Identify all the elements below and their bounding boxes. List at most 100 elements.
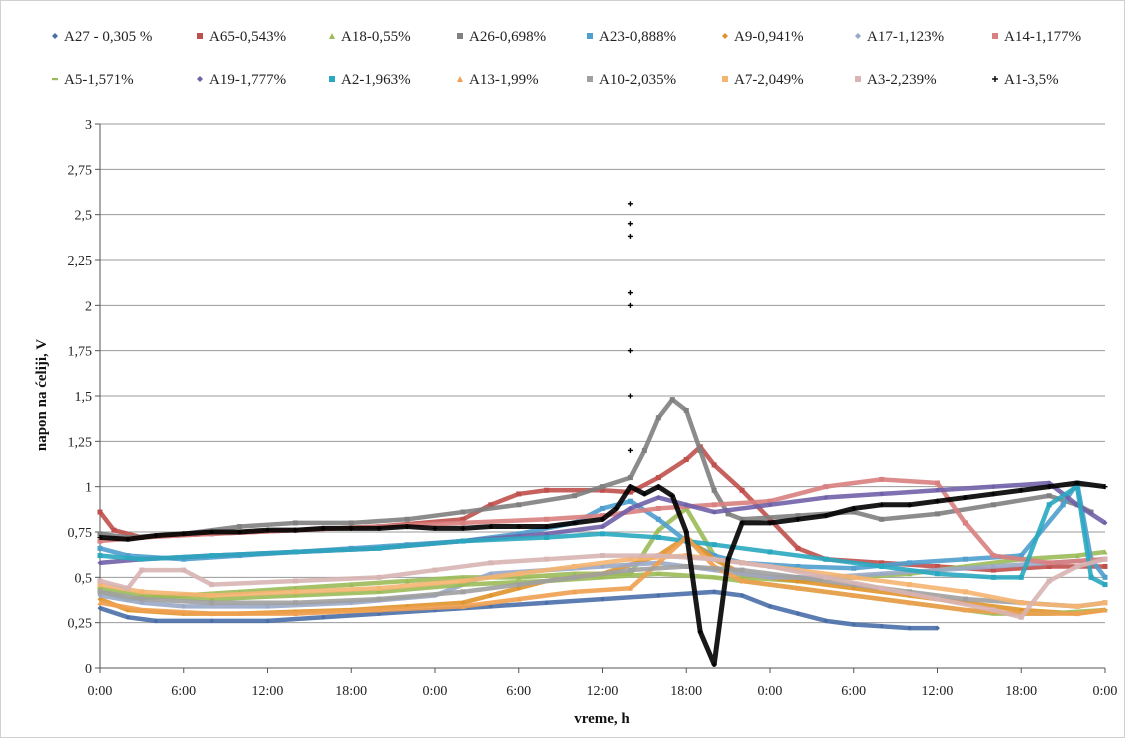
data-point: [139, 556, 145, 562]
data-point: [795, 516, 801, 522]
y-tick-label: 2,25: [68, 254, 93, 269]
data-point: [641, 447, 647, 453]
data-point: [627, 585, 633, 591]
data-point: [97, 605, 103, 611]
y-tick-label: 1,75: [68, 345, 93, 360]
data-point: [655, 516, 661, 522]
legend-label: A26-0,698%: [469, 29, 546, 45]
data-point: [795, 513, 801, 519]
data-point: [572, 574, 578, 580]
data-point: [209, 598, 215, 601]
y-tick-label: 1,25: [68, 435, 93, 450]
data-point: [125, 614, 131, 620]
data-point: [97, 578, 103, 584]
data-point: [348, 525, 354, 531]
data-point: [711, 589, 717, 595]
data-point: [627, 393, 633, 399]
data-point: [879, 571, 885, 577]
legend-label: A3-2,239%: [867, 72, 937, 88]
legend-entry: A13-1,99%: [457, 72, 539, 88]
series-a3: [97, 553, 1108, 620]
legend-marker: [587, 33, 593, 39]
data-point: [990, 574, 996, 580]
y-tick-label: 0: [85, 662, 92, 677]
x-tick-label: 18:00: [1005, 684, 1037, 699]
data-point: [613, 505, 619, 511]
data-point: [935, 563, 940, 569]
data-point: [935, 487, 940, 493]
data-point: [97, 560, 103, 566]
data-point: [990, 553, 996, 559]
data-point: [935, 625, 940, 631]
data-point: [516, 531, 522, 537]
data-point: [460, 538, 466, 544]
data-point: [1018, 574, 1024, 580]
data-point: [711, 661, 717, 667]
data-point: [460, 603, 466, 609]
legend-marker: [992, 76, 998, 82]
data-point: [655, 572, 661, 575]
data-point: [1018, 600, 1024, 606]
data-point: [795, 574, 801, 580]
y-tick-label: 2,75: [68, 163, 93, 178]
data-point: [851, 505, 857, 511]
data-point: [627, 475, 633, 481]
series-a1: [97, 480, 1108, 667]
data-point: [697, 629, 703, 635]
data-point: [1088, 574, 1094, 580]
x-tick-label: 6:00: [841, 684, 866, 699]
data-point: [739, 520, 745, 526]
data-point: [1046, 563, 1052, 569]
data-point: [627, 348, 633, 354]
legend-entry: A5-1,571%: [52, 72, 134, 88]
data-point: [655, 415, 661, 421]
data-point: [320, 614, 326, 620]
data-point: [572, 563, 578, 569]
data-point: [1102, 549, 1108, 555]
data-point: [683, 502, 689, 508]
x-tick-label: 0:00: [88, 684, 113, 699]
data-point: [627, 484, 633, 490]
data-point: [209, 529, 215, 535]
data-point: [711, 576, 717, 579]
legend-marker: [587, 76, 593, 82]
data-point: [655, 560, 661, 566]
y-tick-label: 2: [85, 299, 92, 314]
legend-entry: A7-2,049%: [722, 72, 804, 88]
data-point: [600, 516, 605, 522]
data-point: [600, 596, 605, 602]
legend-label: A1-3,5%: [1004, 72, 1059, 88]
data-point: [907, 582, 913, 588]
data-point: [711, 553, 717, 559]
data-point: [544, 516, 550, 522]
legend-marker: [722, 33, 728, 39]
data-point: [767, 549, 773, 555]
legend-label: A65-0,543%: [209, 29, 286, 45]
data-point: [97, 553, 103, 559]
data-point: [1102, 556, 1108, 562]
data-point: [404, 524, 410, 530]
x-axis-title: vreme, h: [574, 711, 630, 727]
data-point: [265, 527, 270, 533]
data-point: [962, 495, 968, 501]
data-point: [460, 578, 466, 584]
data-point: [97, 538, 103, 544]
data-point: [851, 592, 857, 598]
data-point: [962, 596, 968, 602]
data-point: [432, 525, 438, 531]
legend-marker: [197, 76, 203, 82]
data-point: [655, 553, 661, 559]
x-tick-label: 0:00: [758, 684, 783, 699]
data-point: [600, 487, 605, 493]
legend-label: A7-2,049%: [734, 72, 804, 88]
data-point: [1018, 607, 1024, 613]
y-tick-label: 0,75: [68, 526, 93, 541]
data-point: [711, 462, 717, 468]
legend-label: A5-1,571%: [64, 72, 134, 88]
data-point: [935, 480, 940, 486]
data-point: [209, 618, 215, 624]
legend-entry: A10-2,035%: [587, 72, 676, 88]
data-point: [739, 578, 745, 584]
series-line: [99, 480, 1106, 667]
